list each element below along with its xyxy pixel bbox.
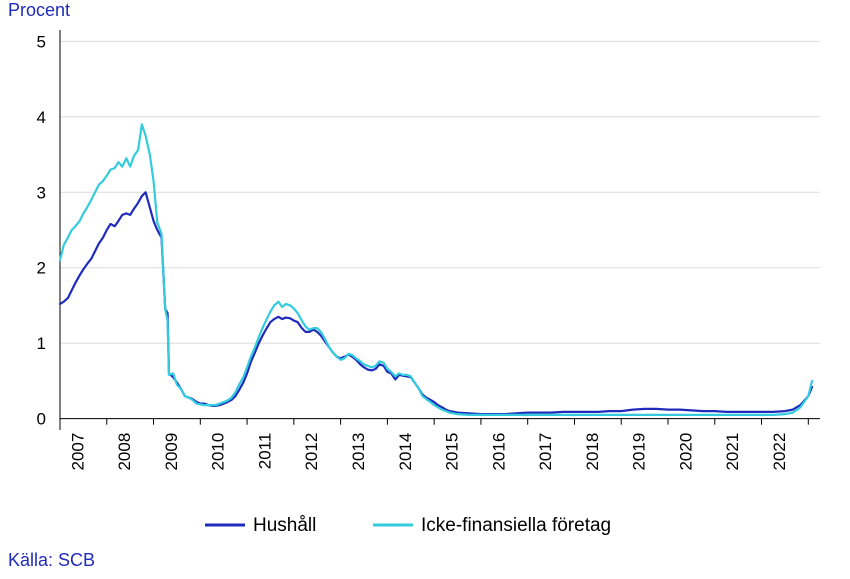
x-tick-label: 2015 (443, 433, 462, 471)
x-tick-label: 2012 (302, 433, 321, 471)
x-tick-label: 2010 (209, 433, 228, 471)
y-tick-label: 4 (37, 108, 46, 127)
x-tick-label: 2018 (583, 433, 602, 471)
x-tick-label: 2007 (68, 433, 87, 471)
chart-source: Källa: SCB (8, 550, 95, 571)
x-tick-label: 2011 (255, 433, 274, 470)
x-tick-label: 2019 (630, 433, 649, 471)
legend-label: Hushåll (253, 515, 316, 536)
y-tick-label: 1 (37, 334, 46, 353)
series-hush-ll (60, 192, 812, 414)
chart-root: Procent 0 1 2 3 4 5 2007 2008 2009 2010 2011 2012 20… (0, 0, 850, 579)
x-tick-label: 2014 (396, 433, 415, 471)
chart-svg: 0 1 2 3 4 5 2007 2008 2009 2010 2011 2012 2013 2014 20… (0, 0, 850, 579)
y-axis-title: Procent (8, 0, 70, 21)
x-tick-label: 2017 (536, 433, 555, 471)
x-tick-label: 2008 (115, 433, 134, 471)
x-tick-label: 2022 (770, 433, 789, 471)
legend-label: Icke-finansiella företag (421, 515, 611, 536)
x-tick-label: 2016 (489, 433, 508, 471)
y-tick-label: 0 (37, 410, 46, 429)
series-icke-finansiella-f-retag (60, 124, 812, 415)
y-tick-label: 2 (37, 259, 46, 278)
y-tick-label: 5 (37, 32, 46, 51)
x-tick-label: 2021 (723, 433, 742, 471)
x-tick-label: 2009 (162, 433, 181, 471)
x-tick-label: 2020 (676, 433, 695, 471)
x-tick-label: 2013 (349, 433, 368, 471)
y-tick-label: 3 (37, 183, 46, 202)
